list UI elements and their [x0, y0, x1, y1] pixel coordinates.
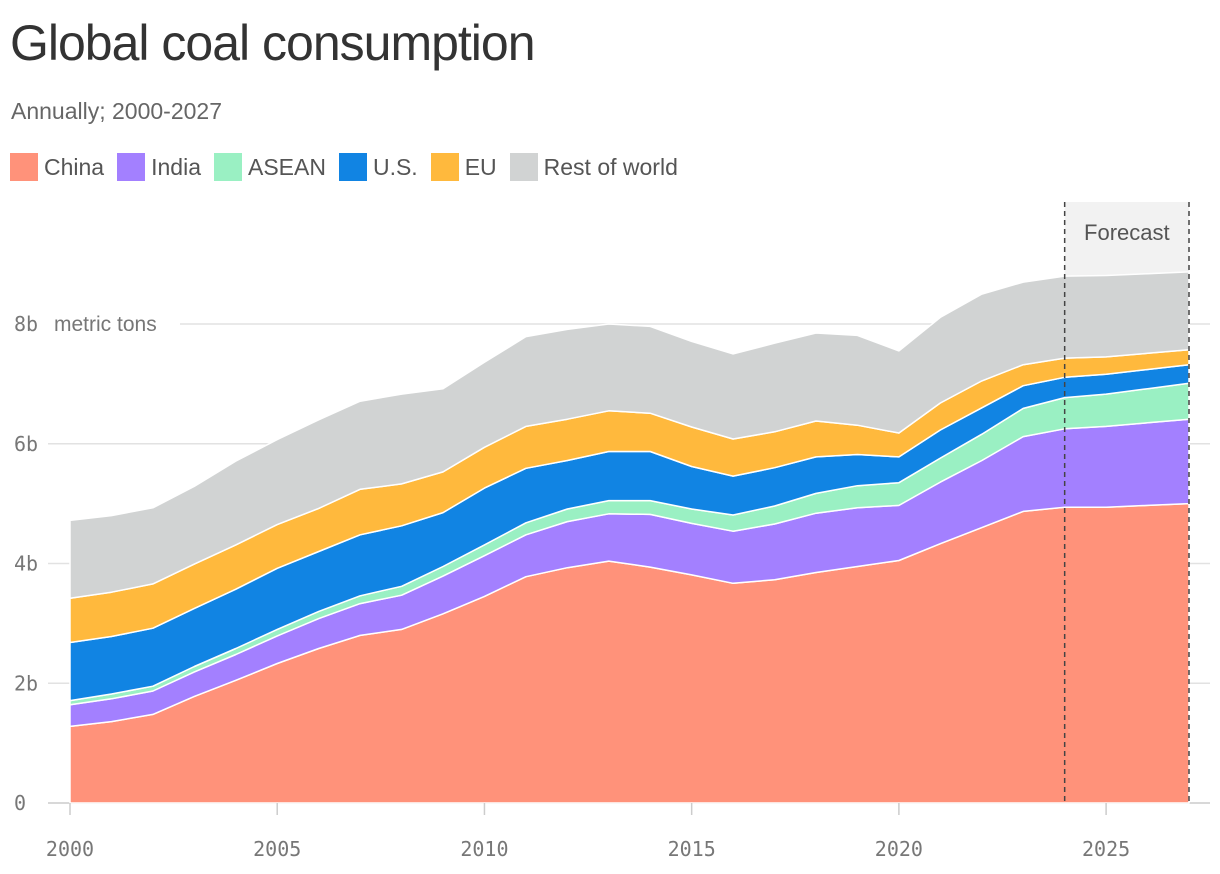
legend-swatch-asean — [213, 153, 242, 181]
legend-swatch-us — [338, 153, 367, 181]
legend: China India ASEAN U.S. EU Rest of world — [10, 152, 691, 182]
chart-title: Global coal consumption — [10, 15, 536, 71]
legend-label-eu: EU — [464, 153, 497, 180]
legend-item-us: U.S. — [338, 153, 418, 181]
y-tick-backing-2 — [10, 669, 42, 698]
y-tick-backing-0 — [10, 789, 30, 817]
y-tick-backing-6 — [10, 429, 42, 458]
legend-item-rest-of-world: Rest of world — [509, 153, 678, 181]
x-tick-label-2025: 2025 — [1082, 837, 1130, 861]
legend-label-india: India — [151, 153, 201, 180]
legend-label-china: China — [44, 153, 105, 180]
x-tick-label-2005: 2005 — [253, 837, 301, 861]
chart-subtitle: Annually; 2000-2027 — [11, 98, 222, 124]
y-tick-backing-4 — [10, 549, 42, 578]
x-tick-label-2010: 2010 — [460, 837, 508, 861]
legend-label-rest-of-world: Rest of world — [543, 153, 678, 180]
legend-swatch-eu — [430, 153, 459, 181]
y-tick-backing-8 — [10, 310, 42, 338]
y-tick-label-0: 0 — [14, 791, 26, 815]
y-tick-label-8: 8b — [14, 312, 38, 336]
x-tick-label-2015: 2015 — [668, 837, 716, 861]
legend-swatch-india — [117, 153, 146, 181]
legend-item-china: China — [10, 153, 104, 181]
y-tick-label-2: 2b — [14, 671, 38, 695]
legend-item-india: India — [117, 153, 201, 181]
legend-item-eu: EU — [430, 153, 497, 181]
y-unit-label: metric tons — [54, 313, 157, 336]
x-tick-label-2000: 2000 — [46, 837, 94, 861]
forecast-label: Forecast — [1084, 220, 1170, 245]
legend-swatch-china — [10, 153, 38, 181]
y-tick-label-6: 6b — [14, 432, 38, 456]
unit-label-backing — [46, 310, 180, 338]
y-tick-label-4: 4b — [14, 552, 38, 576]
legend-swatch-rest-of-world — [509, 153, 538, 181]
x-tick-label-2020: 2020 — [875, 837, 923, 861]
legend-label-asean: ASEAN — [247, 153, 326, 180]
legend-item-asean: ASEAN — [213, 153, 326, 181]
legend-label-us: U.S. — [372, 153, 418, 180]
